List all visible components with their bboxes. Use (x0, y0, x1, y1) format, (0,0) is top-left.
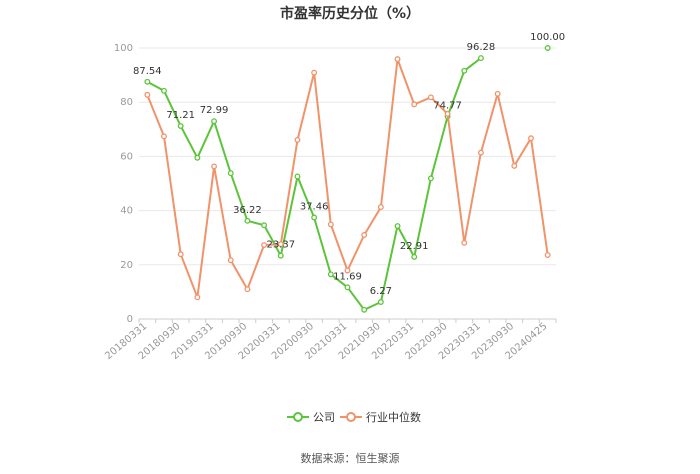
series-point-company (294, 173, 301, 180)
series-point-company (144, 78, 151, 85)
series-point-company (377, 299, 384, 305)
series-point-industry-median (477, 149, 484, 156)
series-point-industry-median (544, 252, 551, 258)
series-point-company (177, 123, 184, 129)
series-point-industry-median (427, 94, 434, 101)
y-tick-label: 0 (127, 314, 133, 325)
series-point-industry-median (177, 251, 184, 258)
series-point-industry-median (511, 162, 518, 169)
series-point-company (211, 118, 218, 125)
series-point-company (227, 170, 234, 177)
y-tick-label: 100 (114, 43, 133, 54)
series-point-industry-median (327, 221, 334, 228)
series-point-industry-median (361, 232, 368, 238)
y-tick-label: 40 (120, 206, 133, 217)
data-label: 87.54 (133, 66, 162, 77)
series-point-industry-median (211, 163, 218, 170)
series-point-company (161, 87, 167, 94)
series-point-industry-median (394, 56, 401, 63)
series-layer (144, 45, 551, 313)
y-tick-label: 20 (120, 260, 133, 271)
series-point-company (311, 214, 318, 221)
series-point-company (477, 55, 484, 62)
legend-label-company: 公司 (313, 411, 335, 424)
series-point-company (394, 223, 401, 229)
series-point-industry-median (227, 257, 234, 264)
data-label: 71.21 (166, 110, 195, 121)
y-tick-label: 60 (120, 151, 133, 162)
series-point-company (427, 175, 434, 182)
chart-title: 市盈率历史分位（%） (280, 5, 420, 22)
series-point-company (544, 45, 551, 51)
series-point-company (361, 306, 368, 313)
series-point-industry-median (261, 242, 268, 248)
series-point-industry-median (344, 267, 351, 274)
series-point-industry-median (311, 69, 318, 76)
series-point-industry-median (144, 91, 151, 98)
data-label-layer: 87.54 71.21 72.99 36.22 23.37 37.46 11.69 6.27 2… (133, 32, 565, 297)
legend-swatch-company-marker (293, 412, 303, 422)
y-tick-label: 80 (120, 97, 133, 108)
series-point-company (461, 67, 468, 74)
series-point-company (344, 284, 351, 291)
series-point-company (411, 253, 418, 260)
data-label: 72.99 (200, 105, 229, 116)
series-point-industry-median (494, 90, 501, 97)
data-label: 74.77 (433, 100, 462, 111)
series-point-industry-median (461, 239, 468, 246)
series-point-industry-median (194, 294, 201, 301)
series-point-industry-median (528, 135, 534, 142)
series-point-company (277, 252, 284, 259)
series-point-company (194, 154, 201, 161)
series-point-industry-median (411, 101, 418, 108)
series-point-company (244, 217, 251, 224)
series-point-industry-median (244, 286, 251, 293)
series-point-industry-median (377, 204, 384, 211)
data-label: 11.69 (333, 271, 362, 282)
data-label: 23.37 (266, 240, 295, 251)
axis-layer: 0204060801002018033120180930201903312019… (103, 43, 557, 362)
data-label: 36.22 (233, 205, 262, 216)
data-source: 数据来源：恒生聚源 (301, 451, 400, 465)
series-line-industry-median (146, 58, 549, 299)
series-point-industry-median (277, 241, 284, 248)
data-label: 22.91 (400, 241, 429, 252)
data-label: 96.28 (467, 42, 496, 53)
series-point-industry-median (294, 136, 301, 143)
legend-swatch-industry-marker (346, 412, 356, 422)
data-label: 6.27 (370, 286, 392, 297)
series-point-company (261, 222, 268, 229)
series-point-industry-median (444, 110, 451, 117)
data-label: 100.00 (530, 32, 565, 43)
grid-layer (139, 47, 556, 266)
data-label: 37.46 (300, 201, 329, 212)
series-point-industry-median (161, 133, 167, 140)
legend: 公司 行业中位数 (287, 410, 421, 424)
series-point-company (327, 271, 334, 278)
legend-label-industry-median: 行业中位数 (366, 410, 421, 424)
